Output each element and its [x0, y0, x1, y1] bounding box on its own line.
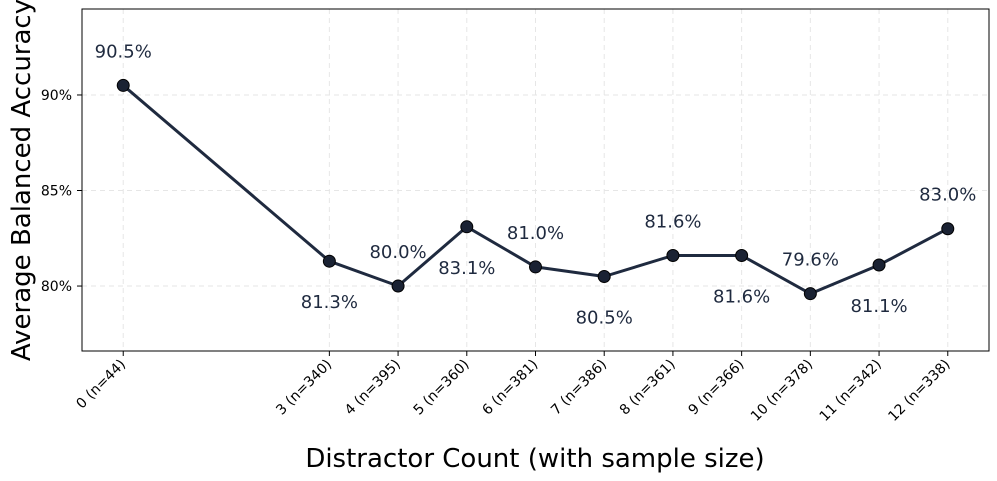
x-tick-label: 11 (n=342)	[817, 357, 885, 425]
x-tick-label: 0 (n=44)	[73, 357, 129, 413]
data-point	[460, 220, 474, 234]
data-point	[116, 78, 130, 92]
x-tick-label: 12 (n=338)	[885, 357, 953, 425]
x-tick-label: 5 (n=360)	[411, 357, 473, 419]
data-point	[872, 258, 886, 272]
data-point	[529, 260, 542, 274]
data-label: 83.1%	[438, 258, 495, 279]
data-label: 81.6%	[713, 286, 770, 307]
x-tick-label: 6 (n=381)	[479, 357, 541, 419]
x-tick-label: 4 (n=395)	[342, 357, 404, 419]
data-point	[941, 222, 955, 236]
data-point	[597, 269, 611, 283]
data-point	[322, 254, 336, 268]
data-point	[735, 248, 749, 262]
x-tick-label: 9 (n=366)	[686, 357, 748, 419]
data-point	[391, 279, 405, 293]
data-label: 81.3%	[301, 292, 358, 313]
y-tick-label: 90%	[41, 88, 72, 104]
grid	[82, 9, 989, 351]
x-tick-label: 7 (n=386)	[548, 357, 610, 419]
data-point	[666, 248, 680, 262]
y-axis-title: Average Balanced Accuracy	[7, 0, 37, 361]
data-label: 81.1%	[850, 296, 907, 317]
data-point	[803, 287, 817, 301]
x-axis-title: Distractor Count (with sample size)	[305, 444, 764, 474]
y-tick-label: 85%	[41, 184, 72, 200]
x-tick-label: 8 (n=361)	[617, 357, 679, 419]
y-tick-label: 80%	[41, 279, 72, 295]
data-label: 81.0%	[507, 223, 564, 244]
series-group: 90.5% 81.3% 80.0% 83.1% 81.0% 80.5% 81.6% 81.6%…	[95, 41, 977, 328]
data-label: 80.5%	[576, 307, 633, 328]
x-tick-label: 3 (n=340)	[273, 357, 335, 419]
data-label: 79.6%	[782, 250, 839, 271]
y-axis: 80% 85% 90%	[41, 88, 82, 295]
x-tick-label: 10 (n=378)	[748, 357, 816, 425]
data-label: 83.0%	[919, 185, 976, 206]
x-axis: 0 (n=44) 3 (n=340) 4 (n=395) 5 (n=360) 6 (n=…	[73, 351, 954, 425]
data-label: 90.5%	[95, 41, 152, 62]
data-label: 81.6%	[644, 211, 701, 232]
data-label: 80.0%	[369, 242, 426, 263]
